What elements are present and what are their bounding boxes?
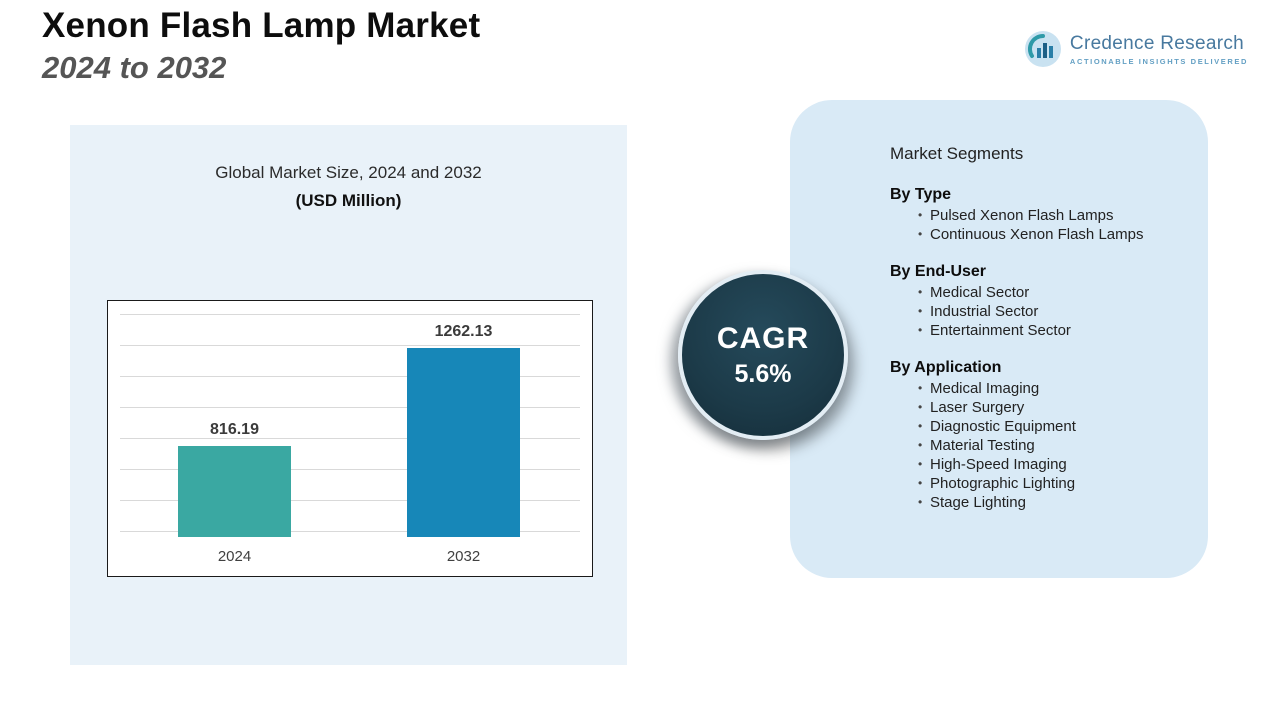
bar-chart: 816.19 2024 1262.13 2032 xyxy=(107,300,593,577)
cagr-value: 5.6% xyxy=(734,359,792,388)
segments-title: Market Segments xyxy=(890,144,1024,163)
segment-heading: By Type xyxy=(890,186,952,203)
segment-list: Medical SectorIndustrial SectorEntertain… xyxy=(890,283,1172,340)
logo-name: Credence Research xyxy=(1069,32,1244,54)
header: Xenon Flash Lamp Market 2024 to 2032 xyxy=(42,6,480,86)
segment-item: High-Speed Imaging xyxy=(918,455,1172,474)
segment-item: Industrial Sector xyxy=(918,302,1172,321)
chart-panel: Global Market Size, 2024 and 2032 (USD M… xyxy=(70,125,627,665)
credence-logo-icon xyxy=(1024,30,1062,68)
segment-item: Medical Imaging xyxy=(918,379,1172,398)
page-subtitle: 2024 to 2032 xyxy=(42,50,227,85)
segment-group: By Application Medical ImagingLaser Surge… xyxy=(890,359,1172,512)
segment-item: Diagnostic Equipment xyxy=(918,417,1172,436)
chart-subtitle: (USD Million) xyxy=(295,191,402,210)
bar-group-2032: 1262.13 2032 xyxy=(407,301,520,576)
bar-category-label: 2024 xyxy=(217,548,252,565)
segment-list: Pulsed Xenon Flash LampsContinuous Xenon… xyxy=(890,206,1172,244)
bar-group-2024: 816.19 2024 xyxy=(178,301,291,576)
segment-groups: By Type Pulsed Xenon Flash LampsContinuou… xyxy=(890,186,1172,512)
segment-heading: By Application xyxy=(890,359,1002,376)
segment-group: By End-User Medical SectorIndustrial Sect… xyxy=(890,263,1172,340)
bar-value-label: 1262.13 xyxy=(434,323,493,340)
segment-item: Entertainment Sector xyxy=(918,321,1172,340)
credence-logo: Credence Research ACTIONABLE INSIGHTS DE… xyxy=(1024,30,1248,68)
segment-heading: By End-User xyxy=(890,263,987,280)
bar-2024 xyxy=(178,446,291,537)
segment-item: Stage Lighting xyxy=(918,493,1172,512)
bar-2032 xyxy=(407,348,520,537)
chart-title: Global Market Size, 2024 and 2032 xyxy=(215,163,482,182)
segment-item: Laser Surgery xyxy=(918,398,1172,417)
segment-item: Continuous Xenon Flash Lamps xyxy=(918,225,1172,244)
segment-item: Pulsed Xenon Flash Lamps xyxy=(918,206,1172,225)
segment-group: By Type Pulsed Xenon Flash LampsContinuou… xyxy=(890,186,1172,244)
segment-list: Medical ImagingLaser SurgeryDiagnostic E… xyxy=(890,379,1172,512)
logo-text-block: Credence Research ACTIONABLE INSIGHTS DE… xyxy=(1070,33,1248,66)
segments-panel: Market Segments By Type Pulsed Xenon Flas… xyxy=(790,100,1208,578)
segment-item: Material Testing xyxy=(918,436,1172,455)
cagr-badge: CAGR 5.6% xyxy=(678,270,848,440)
cagr-label: CAGR xyxy=(716,321,810,355)
page-title: Xenon Flash Lamp Market xyxy=(42,6,481,45)
bar-category-label: 2032 xyxy=(446,548,481,565)
segment-item: Medical Sector xyxy=(918,283,1172,302)
bar-value-label: 816.19 xyxy=(210,421,259,438)
logo-tagline: ACTIONABLE INSIGHTS DELIVERED xyxy=(1069,56,1248,66)
segment-item: Photographic Lighting xyxy=(918,474,1172,493)
